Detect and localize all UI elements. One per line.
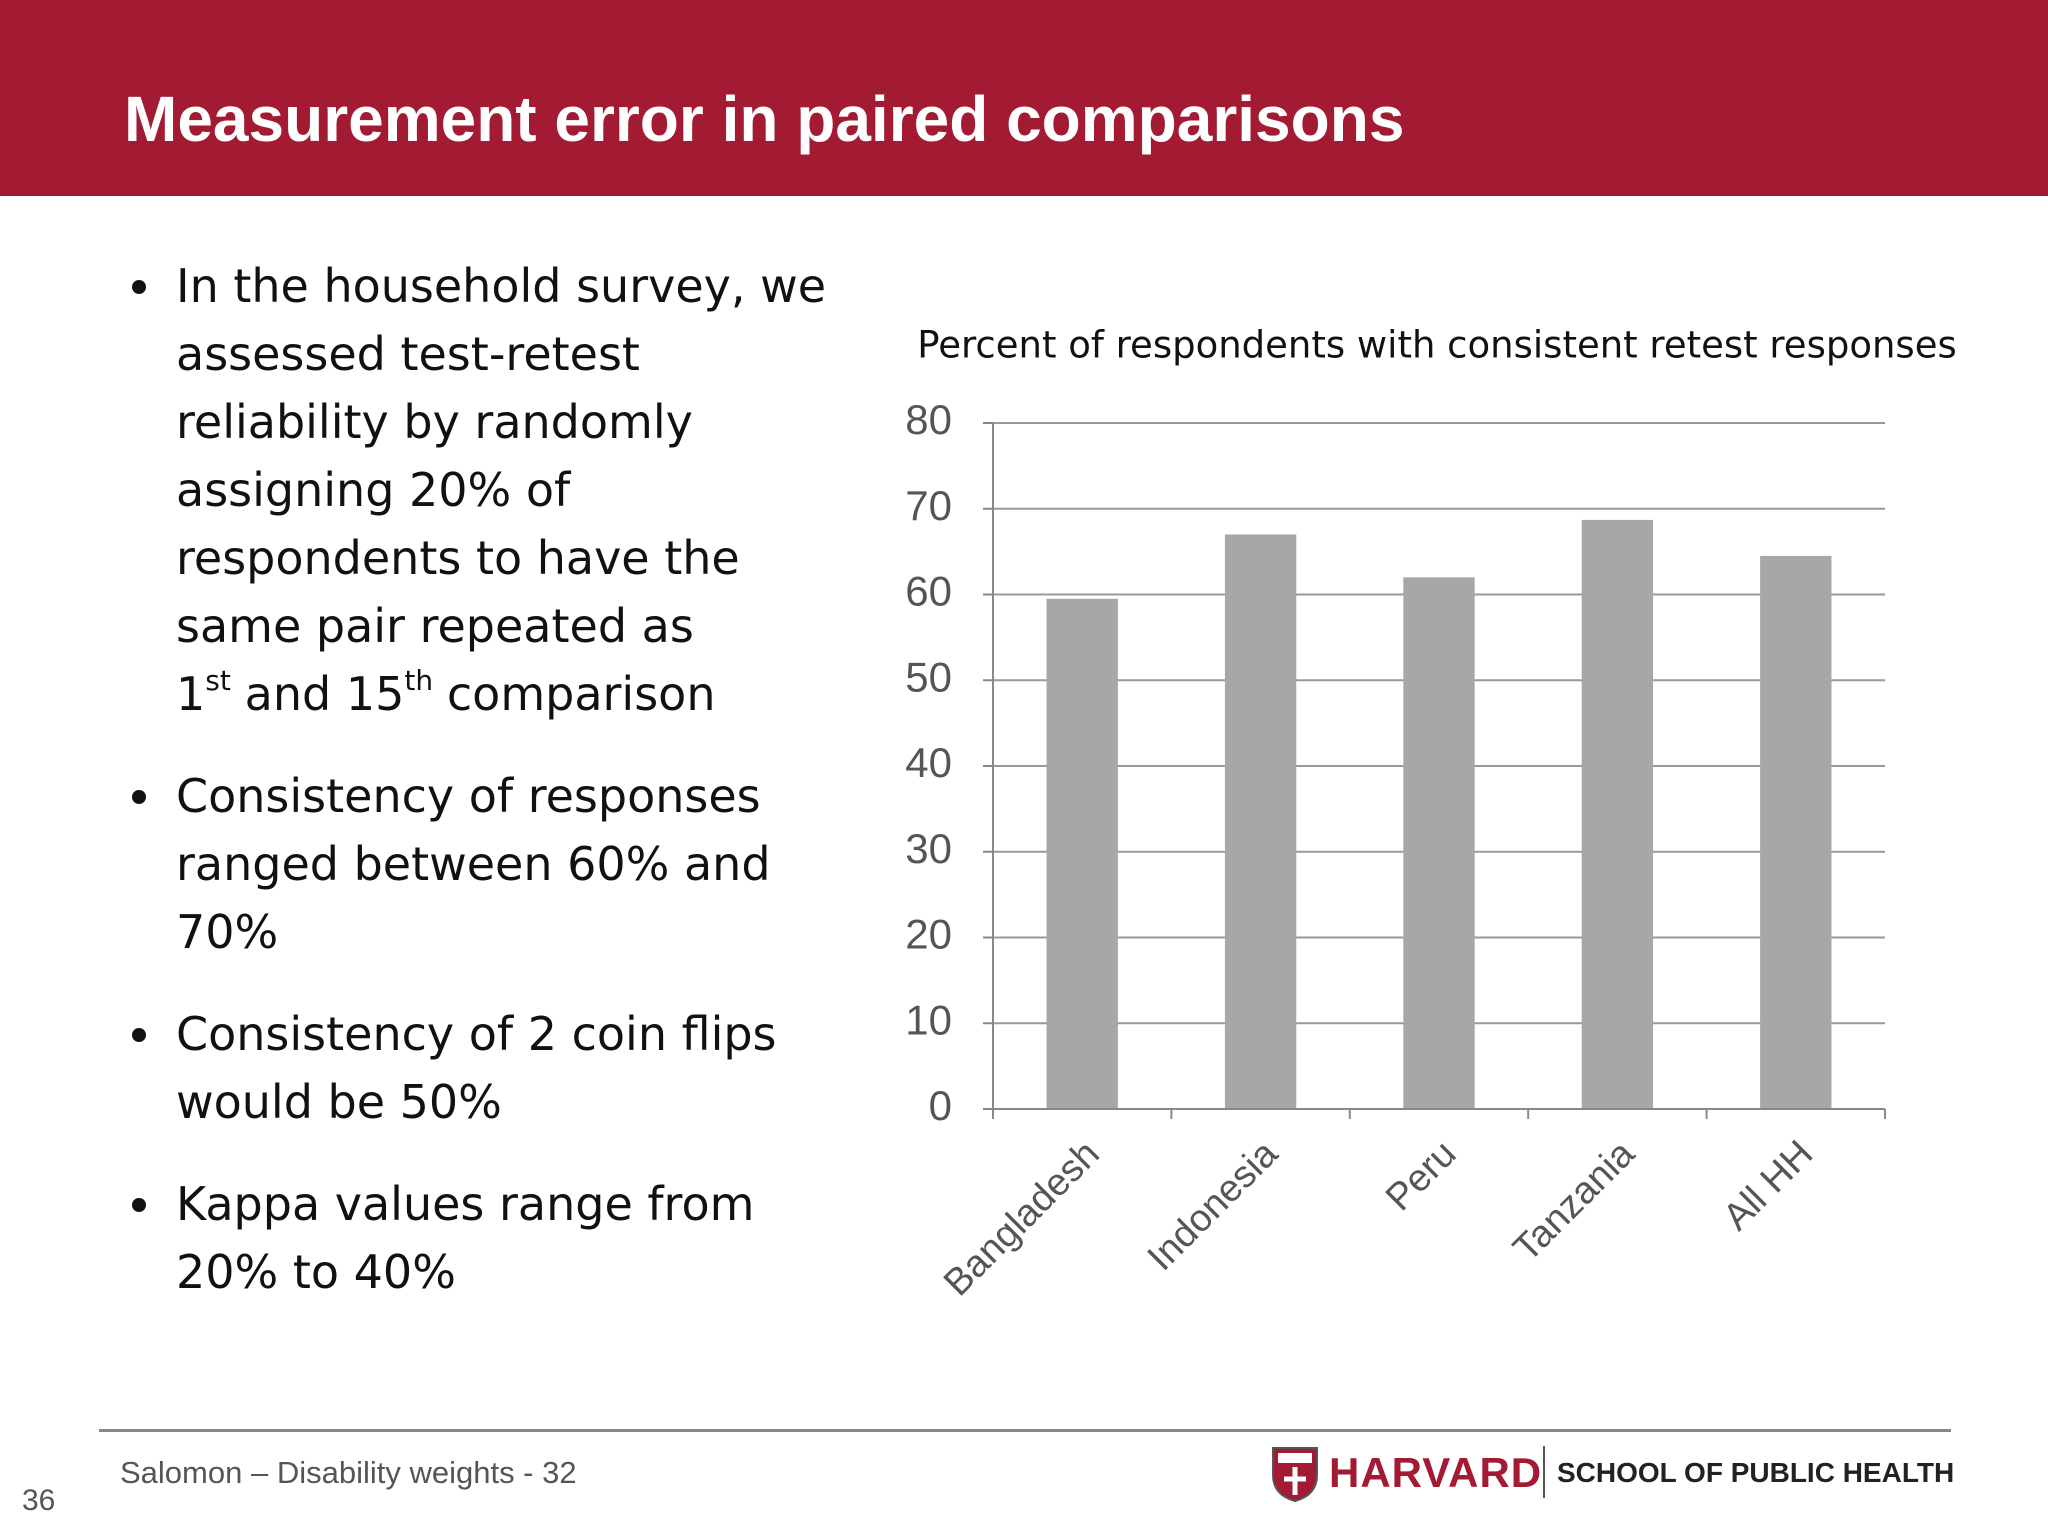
bullet-text: and 15 (244, 667, 405, 721)
bullet: In the household survey, we assessed tes… (130, 252, 830, 728)
logo-separator (1543, 1446, 1545, 1498)
bullet-text: Consistency of responses ranged between … (176, 769, 771, 959)
page-number: 36 (22, 1484, 56, 1517)
bullet: Kappa values range from 20% to 40% (130, 1170, 830, 1306)
footer-source: Salomon – Disability weights - 32 (120, 1455, 577, 1490)
bullet-text: Consistency of 2 coin flips would be 50% (176, 1007, 777, 1129)
footer-rule (99, 1429, 1951, 1432)
superscript: th (404, 664, 434, 697)
header-bar (0, 0, 2048, 196)
logo-school: SCHOOL OF PUBLIC HEALTH (1557, 1457, 1955, 1488)
bullet-text: Kappa values range from 20% to 40% (176, 1177, 755, 1299)
y-tick-label: 50 (905, 653, 952, 700)
bar (1046, 598, 1118, 1109)
bullet-text: In the household survey, we assessed tes… (176, 259, 827, 721)
bar (1760, 555, 1832, 1109)
x-tick-label: Peru (1378, 1133, 1464, 1219)
bar (1581, 519, 1654, 1109)
chart-title: Percent of respondents with consistent r… (917, 324, 1957, 367)
bullet-list: In the household survey, we assessed tes… (130, 252, 830, 1340)
x-tick-label: Tanzania (1506, 1132, 1644, 1270)
slide-title: Measurement error in paired comparisons (124, 83, 1405, 155)
bar (1224, 534, 1297, 1109)
y-tick-label: 0 (929, 1082, 952, 1129)
bullet: Consistency of 2 coin flips would be 50% (130, 1000, 830, 1136)
bullet-text: comparison (446, 667, 716, 721)
bar (1403, 577, 1475, 1109)
y-tick-label: 70 (905, 482, 952, 529)
y-tick-label: 30 (905, 825, 952, 872)
bullet: Consistency of responses ranged between … (130, 762, 830, 966)
logo-name: HARVARD (1329, 1449, 1543, 1496)
x-tick-label: Bangladesh (936, 1133, 1108, 1305)
x-tick-label: All HH (1715, 1133, 1821, 1239)
y-tick-label: 60 (905, 568, 952, 615)
y-tick-label: 80 (905, 396, 952, 443)
y-tick-label: 20 (905, 911, 952, 958)
y-tick-label: 10 (905, 996, 952, 1043)
logo-shield (1272, 1447, 1318, 1503)
y-tick-label: 40 (905, 739, 952, 786)
x-tick-label: Indonesia (1140, 1132, 1287, 1279)
superscript: st (205, 664, 231, 697)
